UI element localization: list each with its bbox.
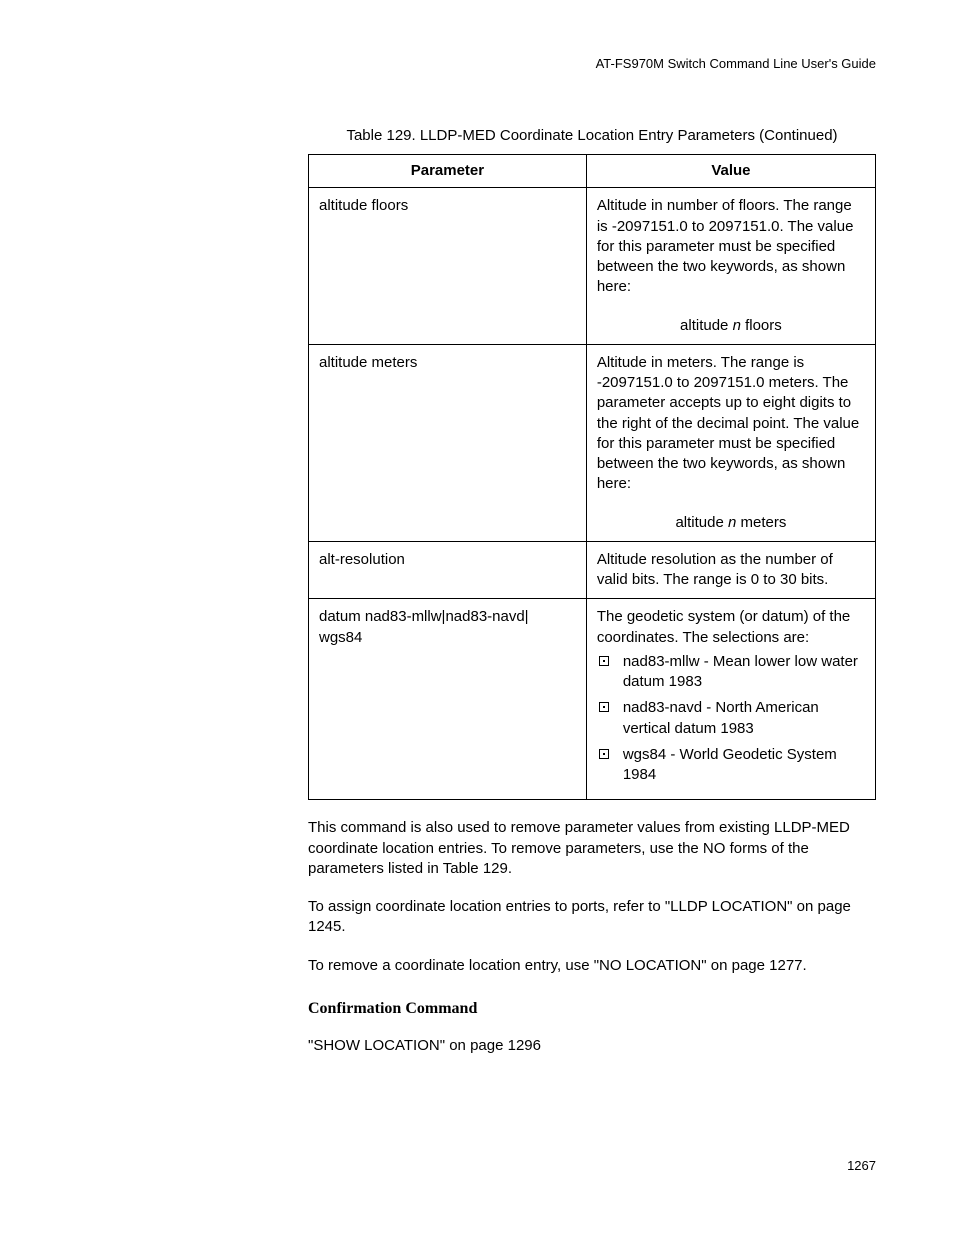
list-item: nad83-navd - North American vertical dat… <box>597 698 865 739</box>
example-var: n <box>733 317 741 334</box>
body-paragraph: To remove a coordinate location entry, u… <box>308 956 876 976</box>
bullet-text: nad83-navd - North American vertical dat… <box>623 699 819 736</box>
param-cell: datum nad83-mllw|nad83-navd| wgs84 <box>309 599 587 800</box>
col-header-parameter: Parameter <box>309 155 587 188</box>
table-row: alt-resolution Altitude resolution as th… <box>309 541 876 599</box>
value-desc: Altitude in number of floors. The range … <box>597 197 854 295</box>
section-heading: Confirmation Command <box>308 1000 876 1018</box>
bullet-text: wgs84 - World Geodetic System 1984 <box>623 746 837 783</box>
table-row: altitude floors Altitude in number of fl… <box>309 188 876 345</box>
value-cell: Altitude in meters. The range is -209715… <box>586 344 875 541</box>
body-paragraph: This command is also used to remove para… <box>308 818 876 879</box>
bullet-icon <box>599 749 609 759</box>
param-cell: alt-resolution <box>309 541 587 599</box>
table-row: datum nad83-mllw|nad83-navd| wgs84 The g… <box>309 599 876 800</box>
param-cell: altitude floors <box>309 188 587 345</box>
example-post: floors <box>741 317 782 334</box>
table-caption: Table 129. LLDP-MED Coordinate Location … <box>308 127 876 144</box>
table-row: altitude meters Altitude in meters. The … <box>309 344 876 541</box>
bullet-list: nad83-mllw - Mean lower low water datum … <box>597 652 865 786</box>
list-item: wgs84 - World Geodetic System 1984 <box>597 745 865 786</box>
col-header-value: Value <box>586 155 875 188</box>
list-item: nad83-mllw - Mean lower low water datum … <box>597 652 865 693</box>
value-desc: The geodetic system (or datum) of the co… <box>597 607 865 648</box>
bullet-icon <box>599 656 609 666</box>
value-cell: Altitude in number of floors. The range … <box>586 188 875 345</box>
body-paragraph: "SHOW LOCATION" on page 1296 <box>308 1036 876 1056</box>
value-cell: The geodetic system (or datum) of the co… <box>586 599 875 800</box>
value-example: altitude n floors <box>597 316 865 336</box>
example-pre: altitude <box>675 514 728 531</box>
bullet-icon <box>599 702 609 712</box>
bullet-text: nad83-mllw - Mean lower low water datum … <box>623 653 858 690</box>
value-example: altitude n meters <box>597 513 865 533</box>
example-post: meters <box>736 514 786 531</box>
example-pre: altitude <box>680 317 733 334</box>
value-cell: Altitude resolution as the number of val… <box>586 541 875 599</box>
value-desc: Altitude in meters. The range is -209715… <box>597 354 859 493</box>
body-paragraph: To assign coordinate location entries to… <box>308 897 876 938</box>
param-cell: altitude meters <box>309 344 587 541</box>
page-number: 1267 <box>847 1158 876 1173</box>
parameters-table: Parameter Value altitude floors Altitude… <box>308 154 876 800</box>
doc-header: AT-FS970M Switch Command Line User's Gui… <box>78 56 876 71</box>
